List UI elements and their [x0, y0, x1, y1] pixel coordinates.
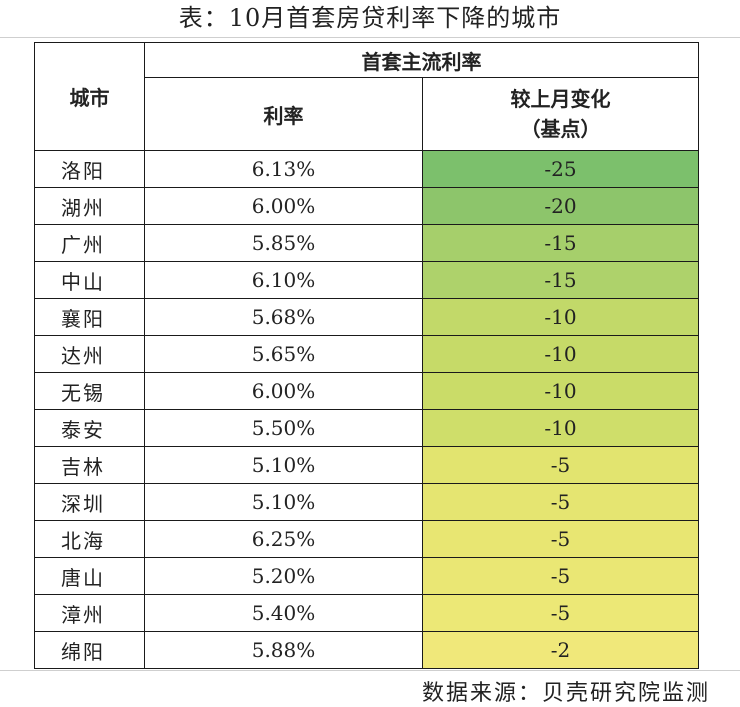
- source-text: 数据来源：贝壳研究院监测: [421, 681, 710, 706]
- table-row: 中山 6.10% -15: [34, 261, 699, 299]
- city-cell: 绵阳: [34, 631, 145, 669]
- city-cell: 深圳: [34, 483, 145, 521]
- table-row: 北海 6.25% -5: [34, 520, 699, 558]
- city-cell: 中山: [34, 261, 145, 299]
- table-row: 达州 5.65% -10: [34, 335, 699, 373]
- group-header: 首套主流利率: [144, 42, 699, 78]
- change-cell: -10: [422, 372, 699, 410]
- source-footer: 数据来源：贝壳研究院监测: [0, 670, 740, 707]
- rate-cell: 6.10%: [144, 261, 423, 299]
- change-cell: -2: [422, 631, 699, 669]
- rate-cell: 6.00%: [144, 372, 423, 410]
- table-row: 广州 5.85% -15: [34, 224, 699, 262]
- change-cell: -5: [422, 520, 699, 558]
- city-cell: 北海: [34, 520, 145, 558]
- rate-cell: 5.68%: [144, 298, 423, 336]
- change-cell: -20: [422, 187, 699, 225]
- city-cell: 唐山: [34, 557, 145, 595]
- rate-table: 城市 首套主流利率 利率 较上月变化 （基点） 洛阳 6.13% -25 湖州 6.00…: [34, 42, 699, 669]
- rate-cell: 6.13%: [144, 150, 423, 188]
- change-cell: -25: [422, 150, 699, 188]
- rate-cell: 5.65%: [144, 335, 423, 373]
- city-cell: 襄阳: [34, 298, 145, 336]
- title-divider: [0, 37, 740, 38]
- rate-cell: 5.10%: [144, 483, 423, 521]
- rate-cell: 5.88%: [144, 631, 423, 669]
- change-header-line2: （基点）: [520, 117, 601, 141]
- rate-cell: 6.00%: [144, 187, 423, 225]
- rate-cell: 5.40%: [144, 594, 423, 632]
- change-column-header: 较上月变化 （基点）: [422, 77, 699, 151]
- rate-cell: 5.20%: [144, 557, 423, 595]
- table-row: 湖州 6.00% -20: [34, 187, 699, 225]
- city-cell: 洛阳: [34, 150, 145, 188]
- change-cell: -10: [422, 335, 699, 373]
- rate-cell: 6.25%: [144, 520, 423, 558]
- change-cell: -10: [422, 298, 699, 336]
- change-cell: -5: [422, 483, 699, 521]
- table-row: 吉林 5.10% -5: [34, 446, 699, 484]
- city-cell: 漳州: [34, 594, 145, 632]
- city-column-header: 城市: [34, 42, 145, 151]
- city-cell: 无锡: [34, 372, 145, 410]
- change-cell: -10: [422, 409, 699, 447]
- rate-column-header: 利率: [144, 77, 423, 151]
- rate-cell: 5.50%: [144, 409, 423, 447]
- table-row: 泰安 5.50% -10: [34, 409, 699, 447]
- change-cell: -5: [422, 446, 699, 484]
- table-row: 绵阳 5.88% -2: [34, 631, 699, 669]
- city-cell: 吉林: [34, 446, 145, 484]
- city-cell: 泰安: [34, 409, 145, 447]
- table-title: 表：10月首套房贷利率下降的城市: [178, 4, 562, 32]
- table-row: 唐山 5.20% -5: [34, 557, 699, 595]
- rate-cell: 5.85%: [144, 224, 423, 262]
- table-row: 洛阳 6.13% -25: [34, 150, 699, 188]
- city-cell: 达州: [34, 335, 145, 373]
- table-row: 漳州 5.40% -5: [34, 594, 699, 632]
- change-cell: -15: [422, 261, 699, 299]
- table-row: 襄阳 5.68% -10: [34, 298, 699, 336]
- table-row: 深圳 5.10% -5: [34, 483, 699, 521]
- city-cell: 湖州: [34, 187, 145, 225]
- change-header-line1: 较上月变化: [510, 87, 611, 111]
- table-row: 无锡 6.00% -10: [34, 372, 699, 410]
- change-cell: -15: [422, 224, 699, 262]
- city-cell: 广州: [34, 224, 145, 262]
- rate-cell: 5.10%: [144, 446, 423, 484]
- change-cell: -5: [422, 594, 699, 632]
- change-cell: -5: [422, 557, 699, 595]
